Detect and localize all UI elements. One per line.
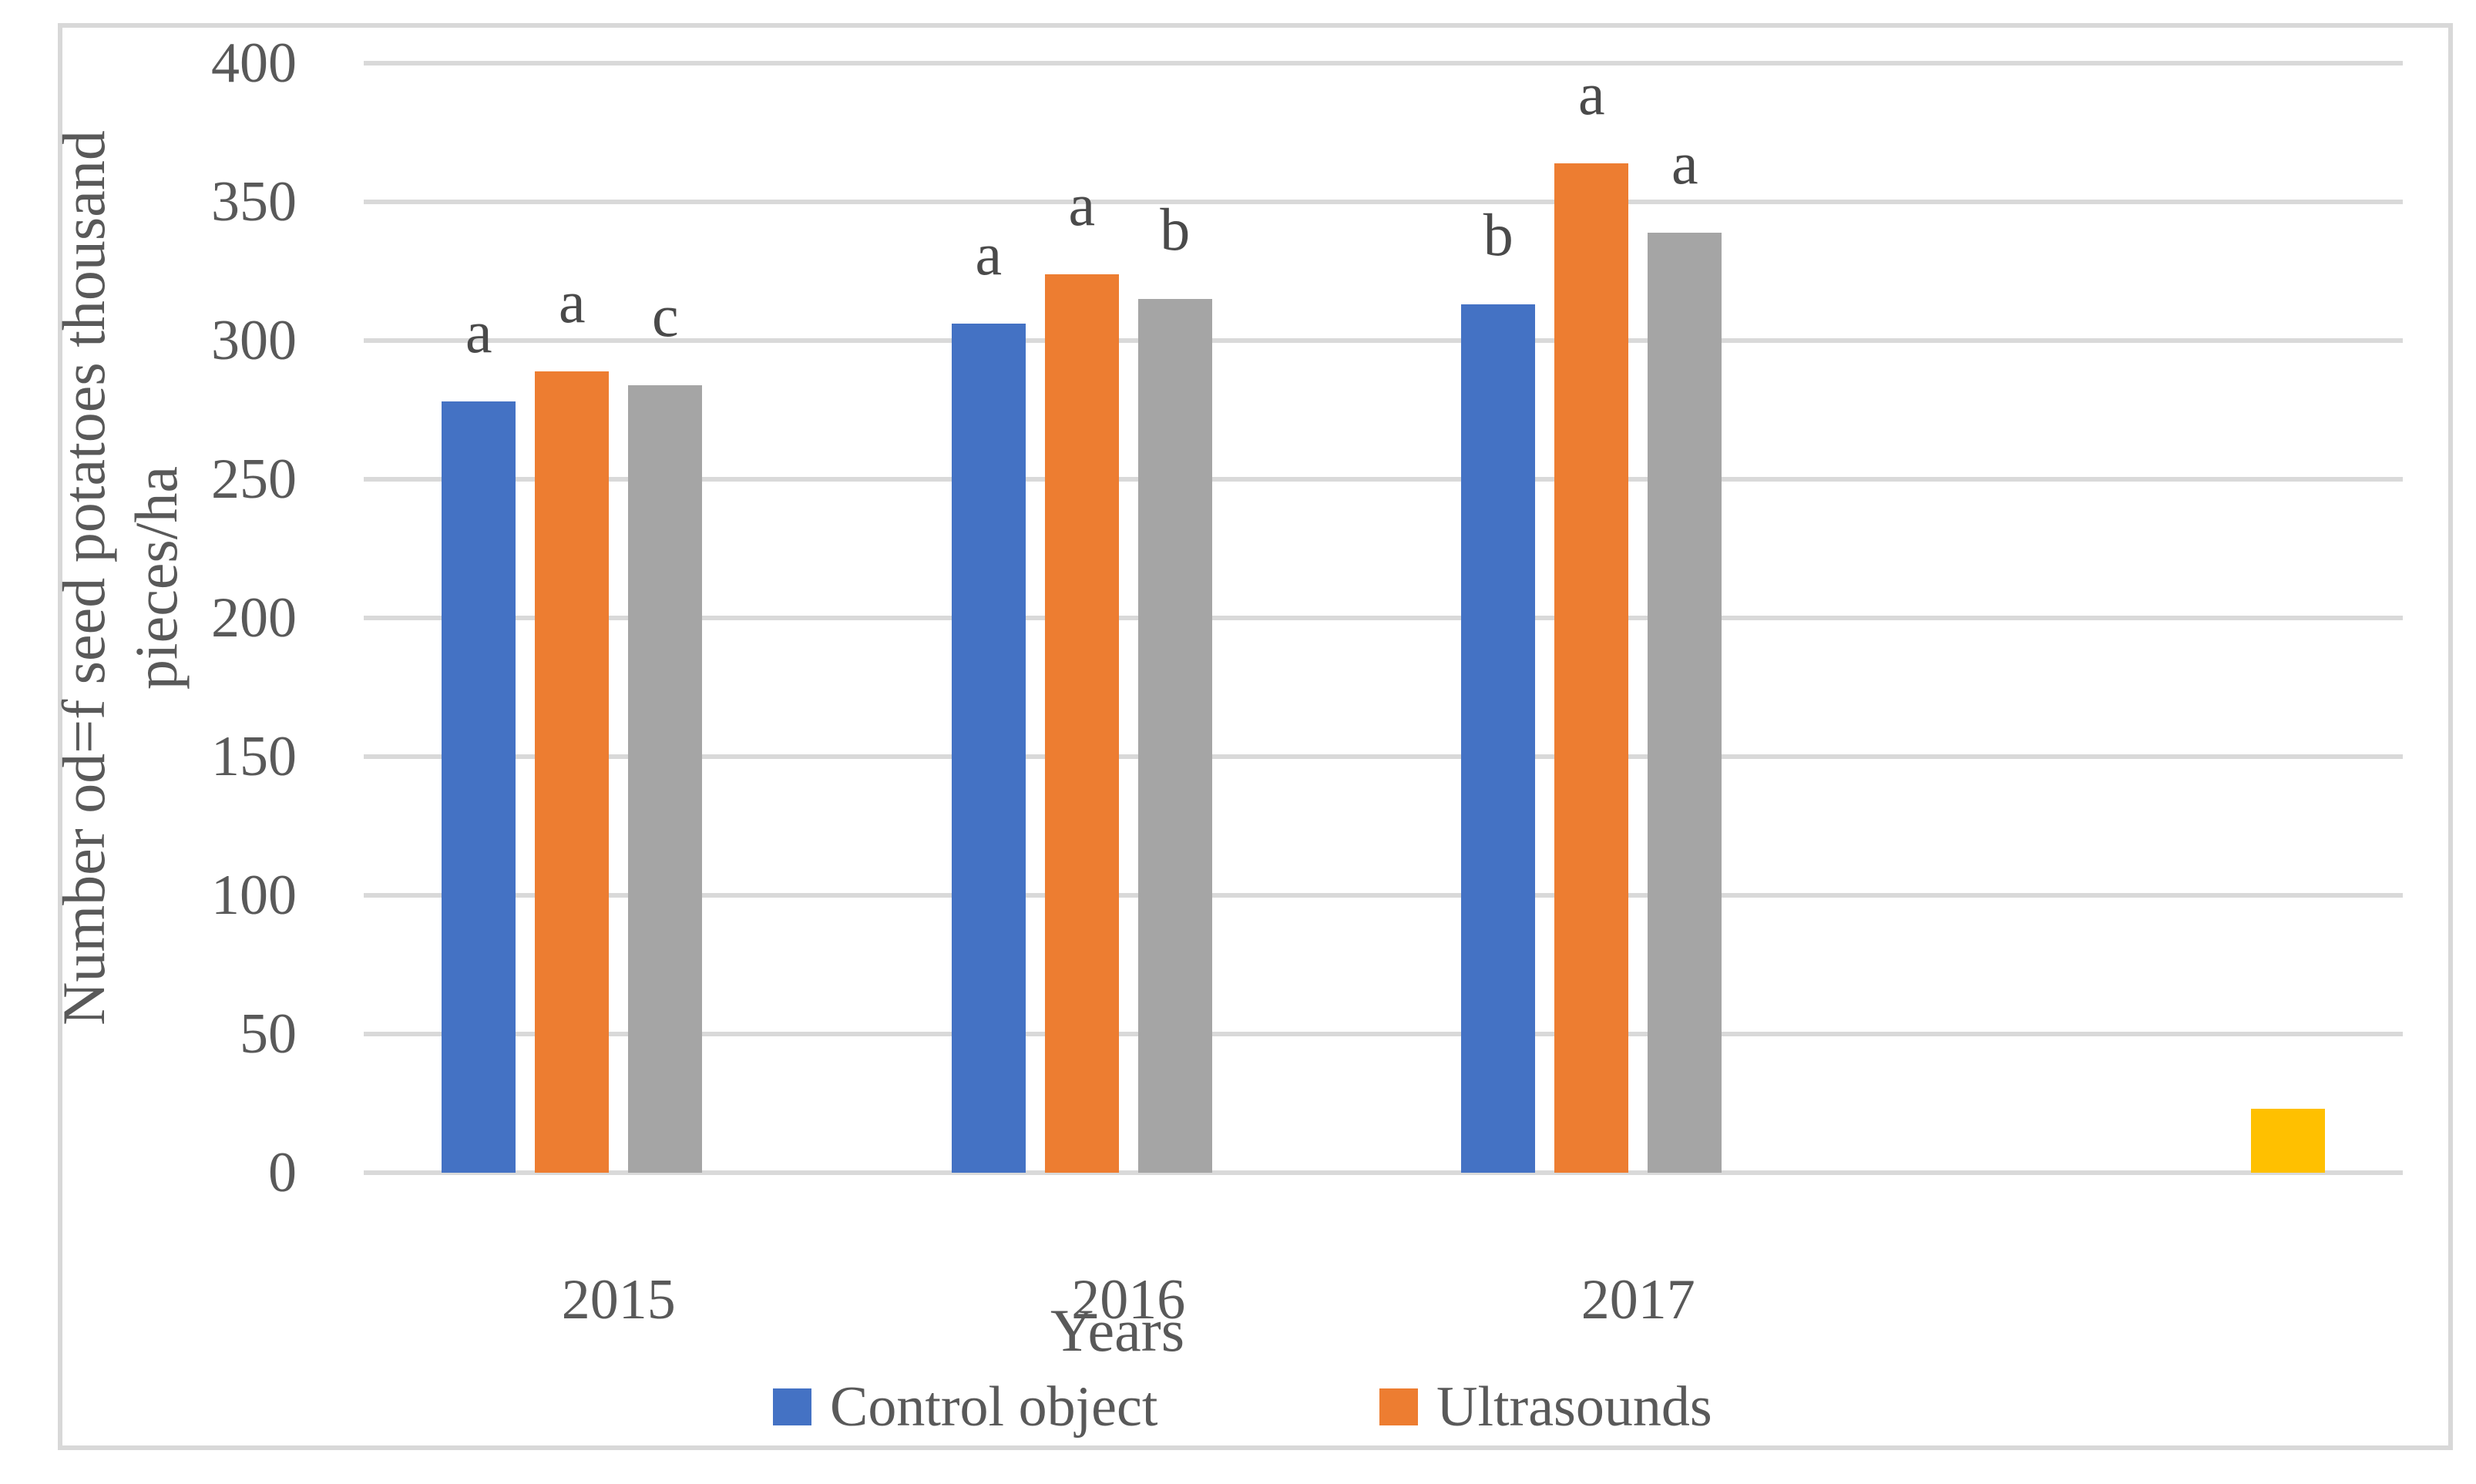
bar-control-object-2017	[1461, 304, 1536, 1173]
y-tick-label: 50	[240, 1002, 297, 1066]
x-category-label-2016: 2016	[1071, 1268, 1186, 1331]
significance-letter: a	[1671, 129, 1698, 196]
y-tick-label: 150	[211, 725, 297, 788]
legend-item-control-object: Control object	[773, 1375, 1158, 1439]
y-tick-label: 400	[211, 32, 297, 95]
gridline	[364, 200, 2403, 204]
legend-swatch	[773, 1388, 811, 1425]
gridline	[364, 616, 2403, 620]
significance-letter: b	[1160, 196, 1191, 263]
bar-ultrasounds-2017	[1554, 163, 1629, 1173]
bar-control-object-2015	[442, 401, 516, 1173]
bar-ultrasounds-2016	[1044, 274, 1119, 1173]
legend-item-ultrasounds: Ultrasounds	[1379, 1375, 1712, 1439]
significance-letter: c	[651, 281, 679, 349]
x-category-label-2015: 2015	[561, 1268, 676, 1331]
significance-letter: a	[1068, 170, 1096, 238]
legend-label: Ultrasounds	[1436, 1375, 1712, 1439]
legend-swatch	[1379, 1388, 1418, 1425]
bar-series-4-yellow-extra	[2250, 1109, 2325, 1173]
gridline	[364, 338, 2403, 343]
gridline	[364, 1170, 2403, 1175]
y-tick-label: 250	[211, 448, 297, 511]
figure-border: Number od=f seed potatoes thousand piece…	[50, 23, 2453, 1450]
bar-ultrasounds-2015	[535, 371, 610, 1173]
legend-label: Control object	[830, 1375, 1158, 1439]
gridline	[364, 61, 2403, 65]
bar-series-3-gray-2017	[1648, 232, 1722, 1173]
bar-series-3-gray-2016	[1137, 299, 1212, 1173]
y-tick-label: 300	[211, 309, 297, 372]
significance-letter: a	[975, 220, 1003, 288]
bar-series-3-gray-2015	[628, 384, 703, 1173]
significance-letter: b	[1483, 201, 1513, 269]
significance-letter: a	[465, 298, 492, 366]
x-axis-title: Years	[1050, 1297, 1185, 1364]
gridline	[364, 1032, 2403, 1036]
y-tick-label: 200	[211, 586, 297, 650]
significance-letter: a	[558, 267, 586, 335]
gridline	[364, 477, 2403, 482]
gridline	[364, 893, 2403, 898]
bar-control-object-2016	[951, 324, 1026, 1173]
gridline	[364, 754, 2403, 759]
y-tick-label: 0	[268, 1141, 297, 1204]
x-category-label-2017: 2017	[1581, 1268, 1695, 1331]
significance-letter: a	[1577, 59, 1605, 127]
y-tick-label: 100	[211, 864, 297, 927]
y-tick-label: 350	[211, 170, 297, 233]
